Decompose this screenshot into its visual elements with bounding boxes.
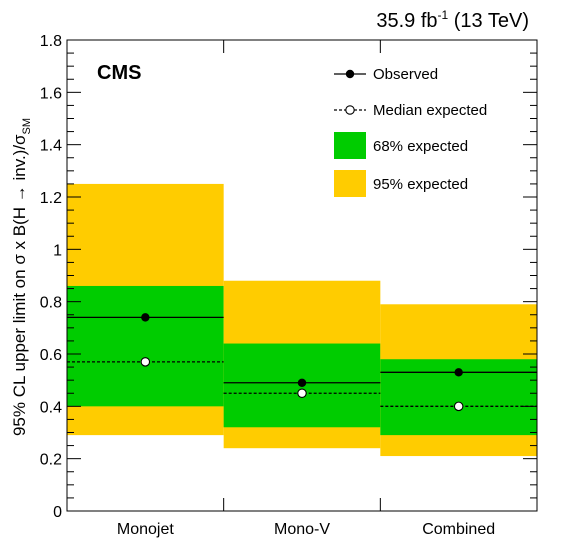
y-tick-label: 1.8 — [40, 33, 62, 50]
y-tick-label: 1.2 — [40, 190, 62, 207]
limit-markers — [67, 313, 537, 412]
experiment-label: CMS — [97, 62, 141, 84]
legend-observed-label: Observed — [373, 66, 438, 83]
y-tick-label: 1.4 — [40, 138, 62, 155]
axes: Monojet Mono-V Combined 0 0.2 0.4 0.6 0.8 1 1.2 1.… — [40, 33, 538, 538]
x-tick-label: Mono-V — [274, 521, 330, 538]
y-tick-label: 0.8 — [40, 295, 62, 312]
band68-bar — [67, 285, 224, 407]
median-expected-marker — [453, 401, 464, 412]
legend: Observed Median expected 68% expected 95… — [334, 66, 487, 197]
legend-median-label: Median expected — [373, 102, 487, 119]
legend-band68-swatch — [334, 132, 366, 159]
observed-marker — [297, 378, 307, 387]
x-tick-label: Combined — [422, 521, 495, 538]
legend-band68-label: 68% expected — [373, 138, 468, 155]
expected-bands — [67, 183, 537, 457]
y-tick-label: 1 — [53, 242, 62, 259]
luminosity-label: 35.9 fb-1 (13 TeV) — [376, 8, 529, 32]
observed-marker — [454, 368, 463, 377]
y-tick-label: 0 — [53, 504, 62, 521]
legend-observed-marker — [345, 69, 355, 79]
y-tick-label: 0.4 — [40, 399, 62, 416]
median-expected-marker — [140, 357, 151, 367]
y-tick-label: 0.6 — [40, 347, 62, 364]
observed-marker — [141, 313, 150, 322]
y-axis-label: 95% CL upper limit on σ x B(H → inv.)/σS… — [10, 118, 33, 436]
legend-median-marker — [345, 105, 355, 115]
x-tick-label: Monojet — [117, 521, 174, 538]
median-expected-marker — [297, 388, 307, 398]
y-tick-label: 1.6 — [40, 85, 62, 102]
legend-band95-swatch — [334, 170, 366, 197]
legend-band95-label: 95% expected — [373, 176, 468, 193]
y-tick-label: 0.2 — [40, 452, 62, 469]
